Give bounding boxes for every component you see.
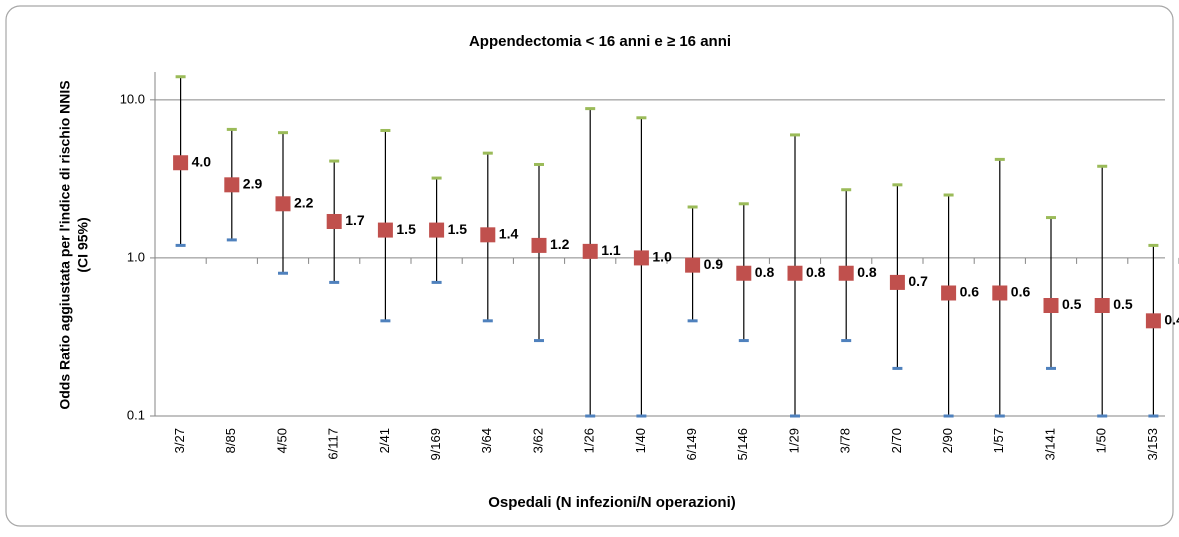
point: [275, 196, 291, 212]
value-label: 0.8: [857, 264, 877, 280]
x-tick-label: 3/64: [479, 428, 494, 453]
point: [736, 265, 752, 281]
value-label: 0.6: [960, 284, 980, 300]
value-label: 1.5: [396, 221, 416, 237]
x-tick-label: 2/41: [377, 428, 392, 453]
x-tick-label: 1/57: [991, 428, 1006, 453]
point: [787, 265, 803, 281]
value-label: 4.0: [192, 153, 212, 169]
point: [1145, 313, 1161, 329]
x-tick-label: 3/141: [1042, 428, 1057, 461]
y-tick-label: 0.1: [127, 407, 145, 422]
x-tick-label: 8/85: [223, 428, 238, 453]
x-tick-label: 6/149: [684, 428, 699, 461]
value-label: 1.2: [550, 236, 570, 252]
chart-frame: [5, 5, 1174, 527]
y-axis-title: (CI 95%): [75, 217, 91, 272]
value-label: 0.7: [908, 273, 928, 289]
point: [1043, 298, 1059, 314]
point: [582, 243, 598, 259]
x-tick-label: 1/29: [786, 428, 801, 453]
x-tick-label: 1/40: [633, 428, 648, 453]
point: [941, 285, 957, 301]
x-tick-label: 4/50: [274, 428, 289, 453]
x-tick-label: 3/78: [838, 428, 853, 453]
x-tick-label: 3/27: [172, 428, 187, 453]
x-tick-label: 5/146: [735, 428, 750, 461]
x-tick-label: 2/70: [889, 428, 904, 453]
y-tick-label: 10.0: [120, 91, 145, 106]
x-tick-label: 3/153: [1145, 428, 1160, 461]
x-tick-label: 1/26: [582, 428, 597, 453]
value-label: 0.5: [1062, 296, 1082, 312]
x-axis-title: Ospedali (N infezioni/N operazioni): [488, 494, 736, 511]
point: [685, 257, 701, 273]
point: [531, 237, 547, 253]
point: [838, 265, 854, 281]
y-axis-title: Odds Ratio aggiustata per l'indice di ri…: [57, 80, 73, 409]
point: [224, 177, 240, 193]
value-label: 2.9: [243, 176, 263, 192]
point: [429, 222, 445, 238]
value-label: 1.7: [345, 212, 365, 228]
value-label: 1.0: [652, 249, 672, 265]
point: [889, 274, 905, 290]
point: [633, 250, 649, 266]
value-label: 0.8: [755, 264, 775, 280]
x-tick-label: 2/90: [940, 428, 955, 453]
point: [377, 222, 393, 238]
point: [480, 227, 496, 243]
x-tick-label: 6/117: [326, 428, 341, 460]
point: [992, 285, 1008, 301]
x-tick-label: 9/169: [428, 428, 443, 461]
y-tick-label: 1.0: [127, 249, 145, 264]
value-label: 1.5: [448, 221, 468, 237]
value-label: 1.1: [601, 242, 621, 258]
chart-title: Appendectomia < 16 anni e ≥ 16 anni: [469, 33, 731, 50]
value-label: 0.6: [1011, 284, 1031, 300]
value-label: 0.5: [1113, 296, 1133, 312]
value-label: 0.9: [704, 256, 724, 272]
point: [326, 213, 342, 229]
value-label: 1.4: [499, 226, 519, 242]
x-tick-label: 1/50: [1094, 428, 1109, 453]
value-label: 0.4: [1164, 312, 1179, 328]
point: [173, 155, 189, 171]
value-label: 2.2: [294, 194, 314, 210]
point: [1094, 298, 1110, 314]
value-label: 0.8: [806, 264, 826, 280]
x-tick-label: 3/62: [530, 428, 545, 453]
